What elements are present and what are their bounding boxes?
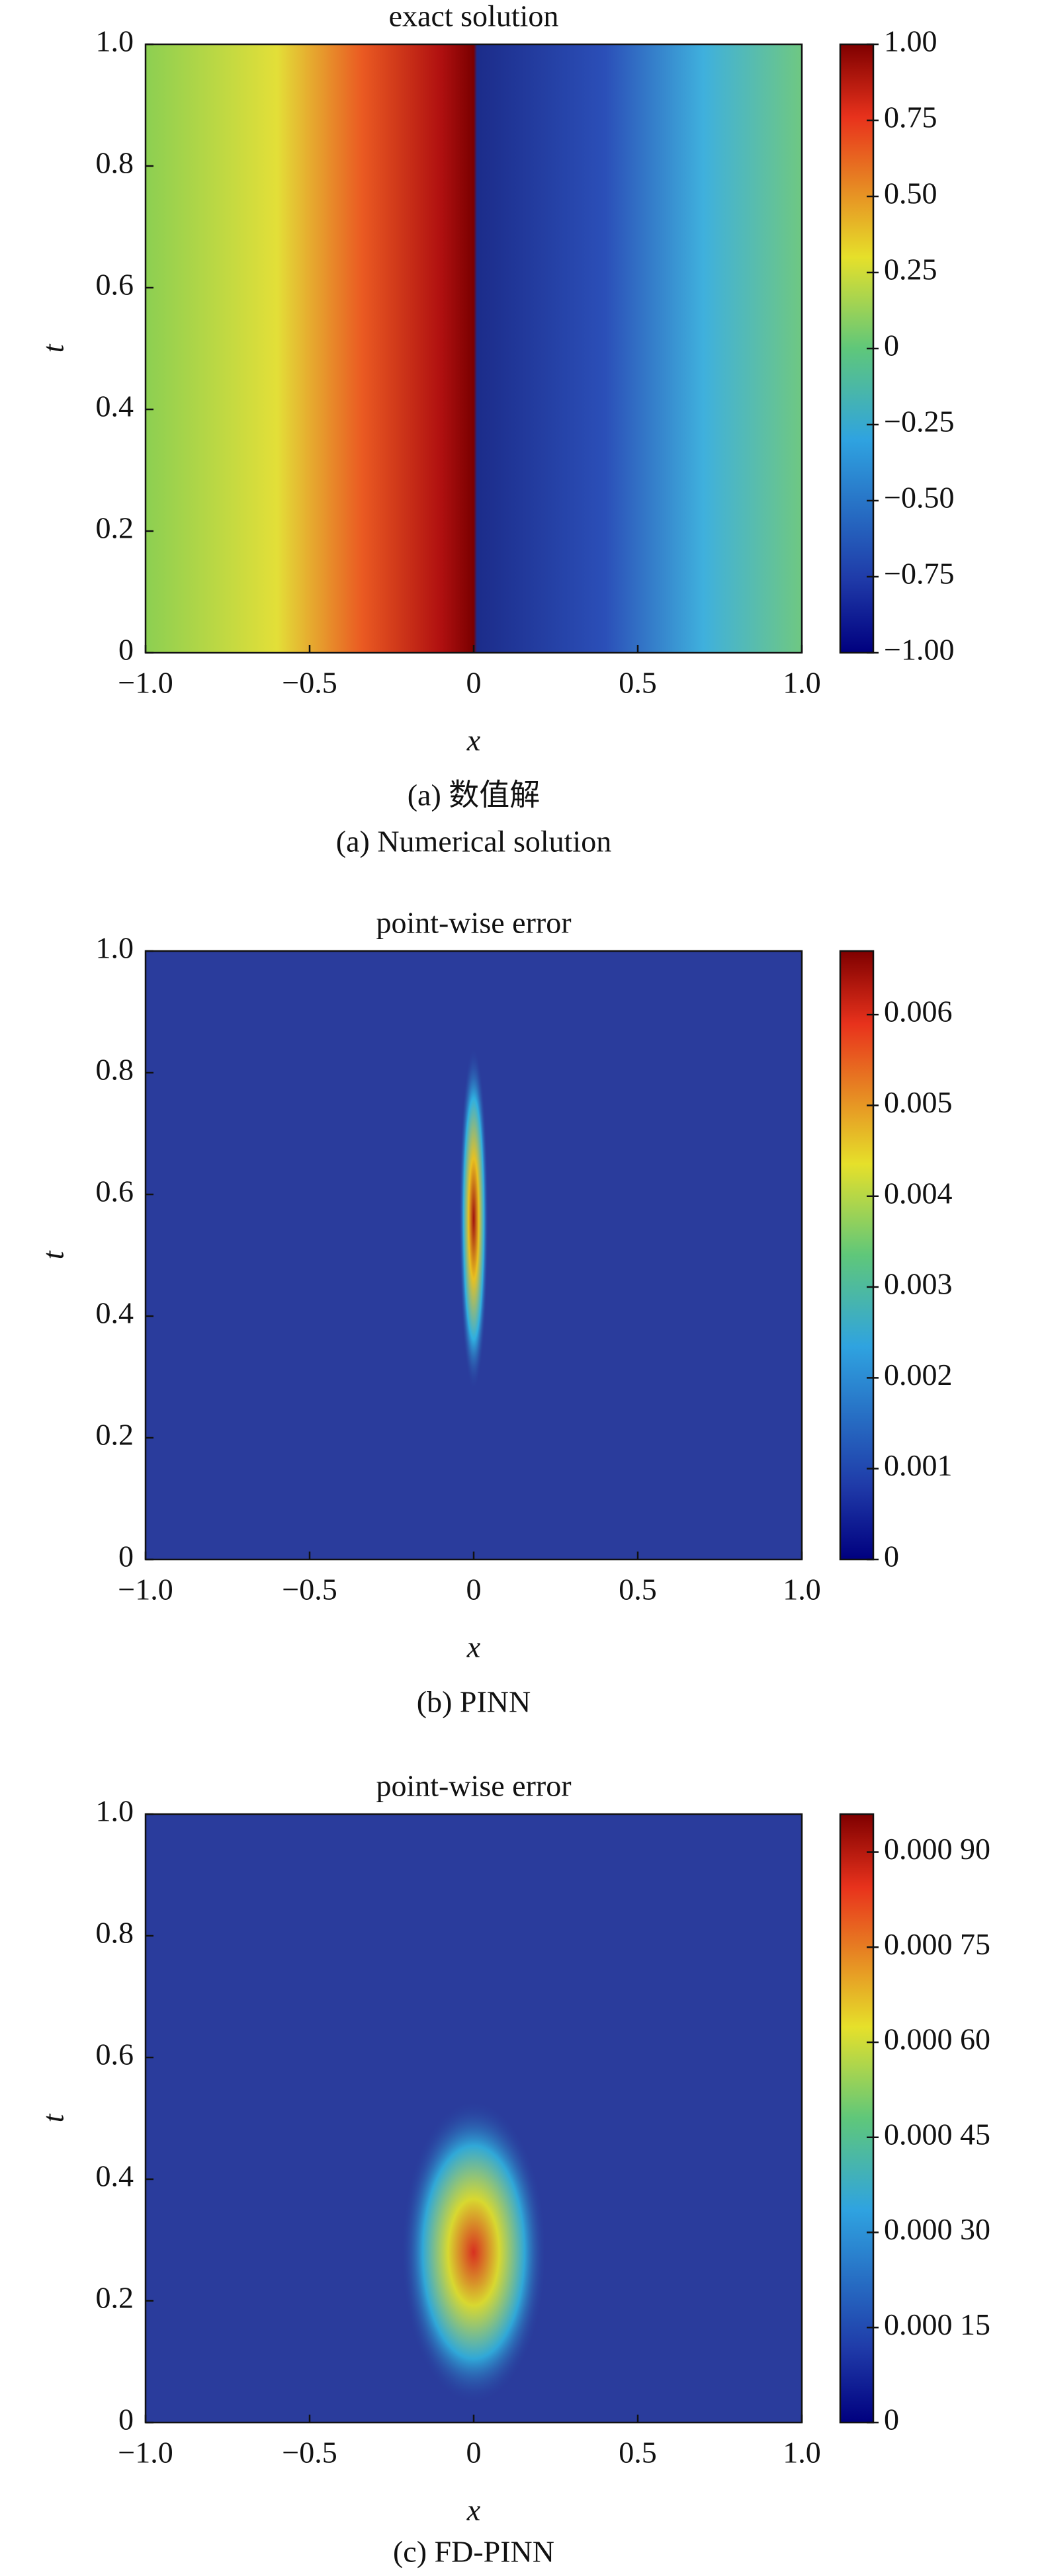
x-tick-label: 0 xyxy=(466,666,482,700)
x-tick-label: 1.0 xyxy=(783,1573,821,1606)
x-tick-label: −0.5 xyxy=(282,2436,337,2470)
y-tick-label: 0.2 xyxy=(96,2281,134,2315)
colorbar-tick-label: −1.00 xyxy=(884,633,954,667)
y-tick-label: 0.8 xyxy=(96,146,134,180)
colorbar-tick-label: 0.000 75 xyxy=(884,1927,990,1961)
y-tick-label: 0.4 xyxy=(96,1296,134,1330)
colorbar-tick-label: 0.001 xyxy=(884,1448,953,1482)
x-axis-label: x xyxy=(466,724,481,757)
y-tick-label: 0 xyxy=(118,1540,134,1573)
colorbar-tick-label: −0.25 xyxy=(884,405,954,438)
y-tick-label: 1.0 xyxy=(96,1794,134,1828)
y-axis-label: t xyxy=(36,343,70,353)
y-tick-label: 0.6 xyxy=(96,2038,134,2071)
chart-title: point-wise error xyxy=(376,1769,571,1803)
y-tick-label: 0.4 xyxy=(96,390,134,423)
heatmap-hotspot xyxy=(401,2100,546,2405)
x-tick-label: 0 xyxy=(466,1573,482,1606)
y-tick-label: 0.4 xyxy=(96,2159,134,2193)
colorbar-tick-label: 0.000 90 xyxy=(884,1832,990,1866)
caption: (b) PINN xyxy=(417,1685,531,1719)
x-tick-label: 1.0 xyxy=(783,2436,821,2470)
x-tick-label: −0.5 xyxy=(282,666,337,700)
colorbar-tick-label: 0.004 xyxy=(884,1176,953,1210)
x-tick-label: 0.5 xyxy=(619,1573,657,1606)
x-tick-label: 0.5 xyxy=(619,2436,657,2470)
colorbar-tick-label: 0.000 15 xyxy=(884,2307,990,2341)
y-tick-label: 1.0 xyxy=(96,24,134,58)
colorbar-tick-label: 0.000 30 xyxy=(884,2212,990,2246)
x-tick-label: −1.0 xyxy=(118,2436,173,2470)
colorbar-tick-label: 1.00 xyxy=(884,24,937,58)
colorbar-tick-label: 0 xyxy=(884,329,899,362)
y-tick-label: 0.8 xyxy=(96,1053,134,1087)
y-tick-label: 0 xyxy=(118,633,134,667)
colorbar xyxy=(839,1813,875,2424)
y-tick-label: 0.6 xyxy=(96,268,134,302)
colorbar-tick-label: 0.25 xyxy=(884,253,937,286)
y-tick-label: 0.6 xyxy=(96,1175,134,1208)
x-tick-label: 0.5 xyxy=(619,666,657,700)
y-tick-label: 1.0 xyxy=(96,931,134,965)
x-tick-label: −1.0 xyxy=(118,1573,173,1606)
x-axis-label: x xyxy=(466,2493,481,2527)
heatmap xyxy=(146,44,802,653)
colorbar-tick-label: −0.75 xyxy=(884,557,954,591)
heatmap-hotspot xyxy=(459,1046,488,1391)
caption: (c) FD-PINN xyxy=(393,2535,554,2569)
colorbar-tick-label: −0.50 xyxy=(884,481,954,515)
colorbar-tick-label: 0.75 xyxy=(884,101,937,134)
y-axis-label: t xyxy=(36,2113,70,2122)
x-axis-label: x xyxy=(466,1630,481,1664)
colorbar-tick-label: 0.006 xyxy=(884,995,953,1028)
caption: (a) 数值解 xyxy=(408,778,541,812)
y-tick-label: 0.8 xyxy=(96,1916,134,1950)
caption: (a) Numerical solution xyxy=(336,825,611,858)
y-tick-label: 0.2 xyxy=(96,1418,134,1452)
y-axis-label: t xyxy=(36,1250,70,1259)
x-tick-label: −1.0 xyxy=(118,666,173,700)
y-tick-label: 0 xyxy=(118,2403,134,2436)
x-tick-label: 1.0 xyxy=(783,666,821,700)
colorbar-tick-label: 0.002 xyxy=(884,1358,953,1392)
colorbar-tick-label: 0.50 xyxy=(884,177,937,210)
colorbar xyxy=(839,950,875,1561)
colorbar-tick-label: 0 xyxy=(884,2403,899,2436)
chart-title: point-wise error xyxy=(376,906,571,940)
x-tick-label: −0.5 xyxy=(282,1573,337,1606)
colorbar-tick-label: 0 xyxy=(884,1540,899,1573)
y-tick-label: 0.2 xyxy=(96,511,134,545)
colorbar-tick-label: 0.003 xyxy=(884,1267,953,1301)
colorbar-tick-label: 0.000 45 xyxy=(884,2117,990,2151)
x-tick-label: 0 xyxy=(466,2436,482,2470)
chart-title: exact solution xyxy=(389,0,559,33)
colorbar-tick-label: 0.000 60 xyxy=(884,2022,990,2056)
colorbar-tick-label: 0.005 xyxy=(884,1085,953,1119)
